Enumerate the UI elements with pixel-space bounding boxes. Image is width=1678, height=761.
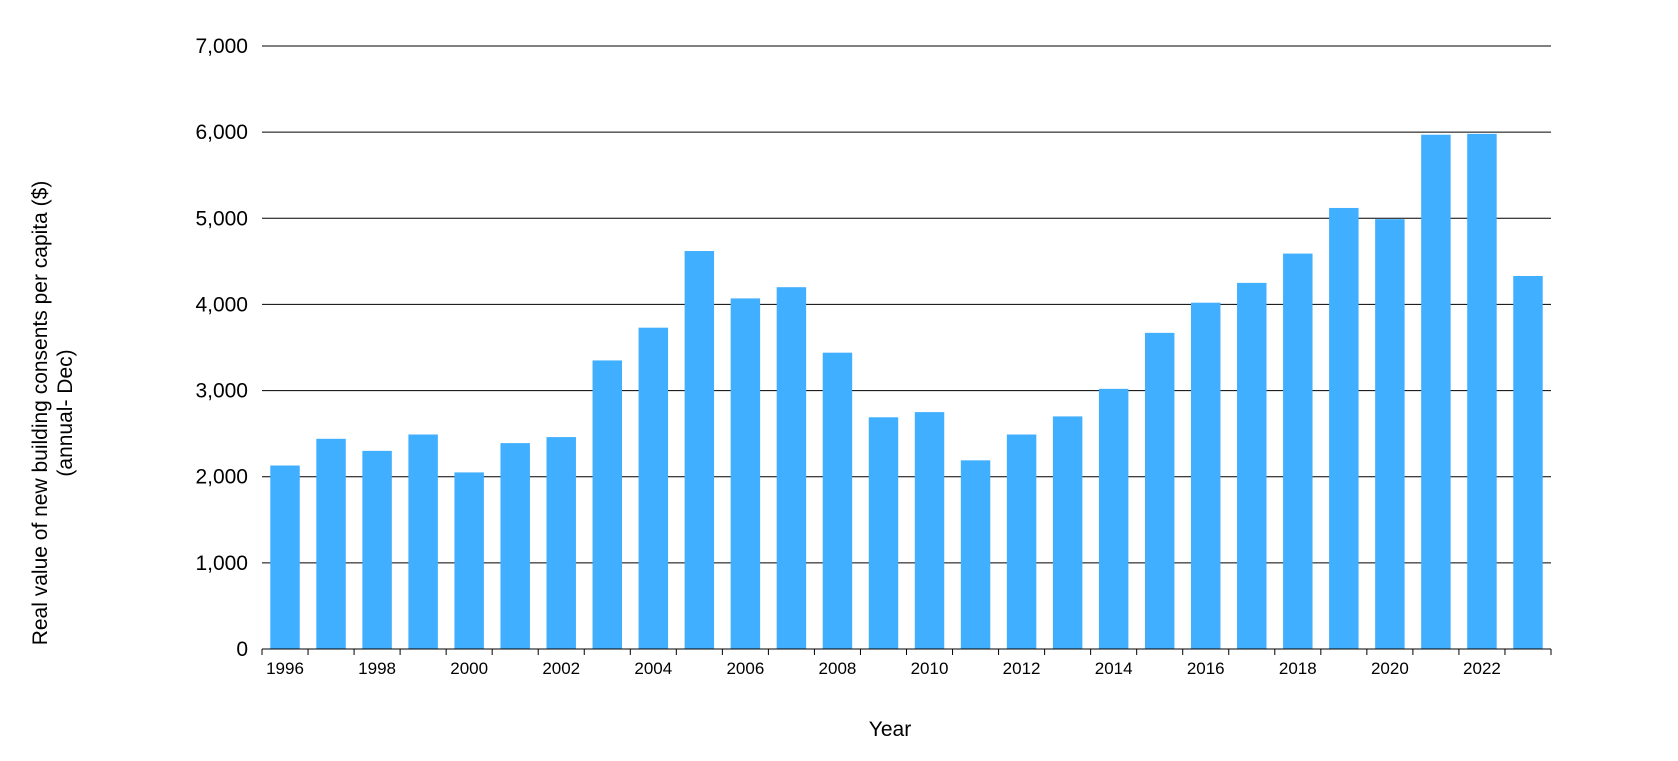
y-tick-label: 6,000 <box>195 121 248 144</box>
bar <box>776 287 807 649</box>
x-tick-label: 1998 <box>358 659 396 678</box>
x-tick-label: 2008 <box>819 659 857 678</box>
y-tick-label: 4,000 <box>195 293 248 316</box>
bar <box>362 450 392 649</box>
bar <box>822 352 853 649</box>
bar <box>546 437 576 649</box>
bar-series <box>270 133 1543 649</box>
bar <box>408 434 438 649</box>
bar <box>1144 332 1175 649</box>
y-tick-label: 2,000 <box>195 466 248 489</box>
bar <box>454 472 484 649</box>
x-tick-label: 2016 <box>1187 659 1225 678</box>
bar <box>914 412 945 649</box>
bar <box>638 327 669 649</box>
y-tick-label: 0 <box>236 638 248 661</box>
bar <box>684 251 715 649</box>
bar <box>960 460 991 649</box>
x-tick-label: 2012 <box>1003 659 1041 678</box>
bar <box>868 417 899 649</box>
x-tick-label: 2018 <box>1279 659 1317 678</box>
x-tick-label: 2020 <box>1371 659 1409 678</box>
bar <box>1329 207 1359 649</box>
bar <box>500 443 530 649</box>
bar <box>1283 253 1313 649</box>
x-tick-label: 2002 <box>542 659 580 678</box>
bar <box>1006 434 1037 649</box>
x-tick-label: 2004 <box>634 659 672 678</box>
y-axis-title: Real value of new building consents per … <box>29 181 52 646</box>
bar <box>592 360 622 649</box>
bar <box>1098 388 1129 649</box>
y-tick-label: 5,000 <box>195 207 248 230</box>
bar <box>316 438 346 649</box>
x-axis-title: Year <box>869 718 911 741</box>
y-axis-title-group: Real value of new building consents per … <box>29 181 77 646</box>
x-tick-label: 2010 <box>911 659 949 678</box>
axes <box>261 648 1552 655</box>
bar <box>1191 302 1221 649</box>
y-tick-label: 3,000 <box>195 380 248 403</box>
bar <box>1421 134 1451 649</box>
x-tick-label: 1996 <box>266 659 304 678</box>
y-tick-label: 7,000 <box>195 35 248 58</box>
x-tick-label: 2014 <box>1095 659 1133 678</box>
y-tick-label: 1,000 <box>195 552 248 575</box>
y-tick-labels: 0 1,000 2,000 3,000 4,000 5,000 6,000 7,000 <box>195 35 248 661</box>
x-tick-label: 2000 <box>450 659 488 678</box>
x-tick-labels: 1996 1998 2000 2002 2004 2006 2008 2010 2012 2014… <box>266 659 1501 678</box>
bar <box>730 298 761 649</box>
y-axis-title-line2: (annual- Dec) <box>54 349 77 476</box>
bar <box>1052 416 1083 649</box>
bar <box>270 465 300 649</box>
bar <box>1467 133 1497 649</box>
x-tick-label: 2022 <box>1463 659 1501 678</box>
bar <box>1375 219 1405 649</box>
x-tick-label: 2006 <box>726 659 764 678</box>
bar <box>1237 282 1267 649</box>
bar <box>1513 276 1543 649</box>
